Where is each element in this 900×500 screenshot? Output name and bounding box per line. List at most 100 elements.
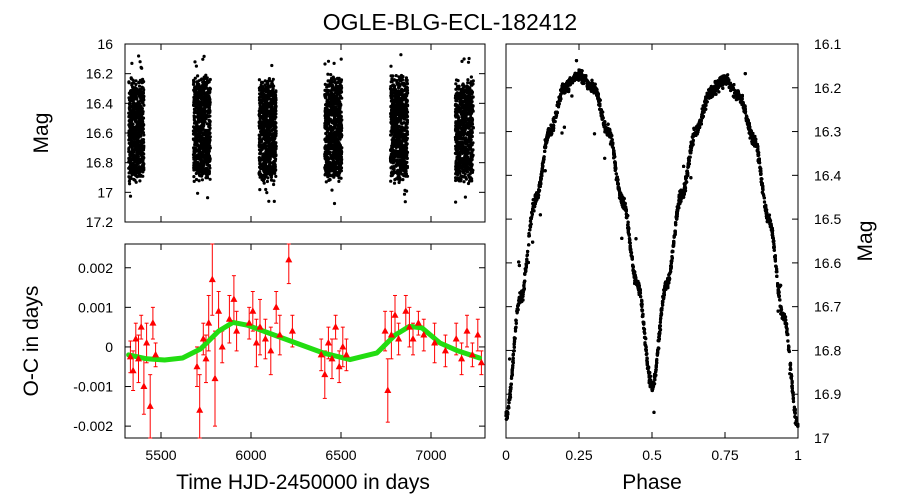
lightcurve-point (132, 114, 136, 118)
lightcurve-point (264, 117, 268, 121)
lightcurve-point (194, 132, 198, 137)
lightcurve-point (457, 84, 461, 88)
lightcurve-point (129, 113, 133, 117)
oc-point (391, 311, 399, 318)
lightcurve-point (201, 136, 205, 141)
lightcurve-point (399, 142, 404, 146)
lightcurve-point (270, 63, 274, 68)
lightcurve-point (129, 119, 133, 123)
lightcurve-point (129, 163, 134, 167)
lightcurve-point (323, 173, 327, 177)
lightcurve-point (135, 92, 139, 96)
lightcurve-point (200, 102, 204, 106)
lightcurve-point (389, 171, 394, 175)
lightcurve-point (199, 157, 203, 161)
lightcurve-point (205, 133, 209, 137)
oc-point (215, 307, 223, 314)
lightcurve-point (463, 172, 467, 176)
lightcurve-point (404, 145, 408, 149)
lightcurve-point (202, 84, 206, 88)
lightcurve-point (195, 164, 199, 168)
lightcurve-point (269, 124, 274, 128)
oc-point (458, 354, 466, 362)
lightcurve-point (267, 77, 271, 81)
lightcurve-point (338, 113, 342, 117)
lightcurve-point (193, 88, 197, 92)
lightcurve-point (192, 116, 196, 120)
lightcurve-point (462, 57, 466, 61)
lightcurve-point (462, 180, 466, 184)
lightcurve-point (457, 124, 461, 128)
lightcurve-point (202, 154, 206, 159)
lightcurve-point (467, 134, 471, 138)
oc-point (202, 354, 210, 362)
lightcurve-point (469, 75, 473, 79)
lightcurve-point (397, 137, 401, 141)
lightcurve-point (333, 102, 337, 106)
lightcurve-point (194, 177, 199, 182)
lightcurve-point (337, 100, 341, 104)
lightcurve-point (393, 94, 397, 98)
oc-point (335, 362, 343, 370)
lightcurve-point (326, 59, 331, 63)
lightcurve-point (208, 157, 212, 161)
lightcurve-point (391, 155, 395, 160)
lightcurve-point (323, 108, 327, 113)
lightcurve-point (131, 85, 135, 89)
lightcurve-point (398, 132, 402, 136)
lightcurve-point (206, 141, 210, 145)
lightcurve-point (141, 168, 145, 172)
ytick-label: 16.2 (86, 66, 113, 82)
oc-point (409, 335, 417, 342)
lightcurve-point (326, 158, 330, 162)
lightcurve-point (402, 81, 406, 85)
lightcurve-point (389, 105, 393, 109)
lightcurve-point (389, 64, 393, 68)
lightcurve-point (134, 119, 138, 123)
lightcurve-point (454, 102, 458, 106)
lightcurve-point (271, 151, 275, 155)
lightcurve-point (392, 151, 396, 156)
lightcurve-point (263, 120, 267, 124)
lightcurve-point (137, 140, 141, 144)
lightcurve-point (138, 170, 142, 174)
lightcurve-point (261, 98, 265, 102)
lightcurve-point (339, 123, 343, 127)
lightcurve-point (202, 124, 206, 128)
lightcurve-point (269, 165, 273, 169)
lightcurve-point (257, 148, 262, 152)
ytick-label: 16.8 (86, 155, 113, 171)
lightcurve-point (127, 141, 131, 145)
lightcurve-point (197, 129, 201, 133)
lightcurve-point (329, 147, 333, 151)
oc-point (381, 327, 389, 334)
ytick-label: 16.6 (86, 125, 113, 141)
lightcurve-point (403, 96, 407, 100)
lightcurve-point (466, 81, 470, 85)
lightcurve-point (195, 137, 199, 141)
lightcurve-point (405, 110, 410, 114)
lightcurve-point (128, 137, 132, 141)
lightcurve-point (263, 156, 267, 160)
lightcurve-point (339, 57, 343, 61)
lightcurve-point (266, 123, 270, 127)
lightcurve-point (192, 162, 196, 167)
lightcurve-point (132, 143, 136, 147)
lightcurve-point (257, 86, 261, 90)
lightcurve-point (269, 111, 273, 115)
lightcurve-point (456, 94, 461, 98)
lightcurve-point (208, 177, 212, 181)
lightcurve-point (128, 194, 133, 198)
lightcurve-point (327, 88, 331, 93)
lightcurve-point (405, 82, 409, 86)
lightcurve-point (137, 81, 141, 85)
oc-point (321, 370, 329, 378)
lightcurve-point (463, 94, 467, 98)
oc-point (146, 402, 154, 409)
lightcurve-point (338, 157, 342, 161)
lightcurve-point (339, 169, 343, 173)
lightcurve-point (467, 107, 471, 111)
oc-point (339, 342, 347, 350)
lightcurve-point (141, 148, 146, 152)
